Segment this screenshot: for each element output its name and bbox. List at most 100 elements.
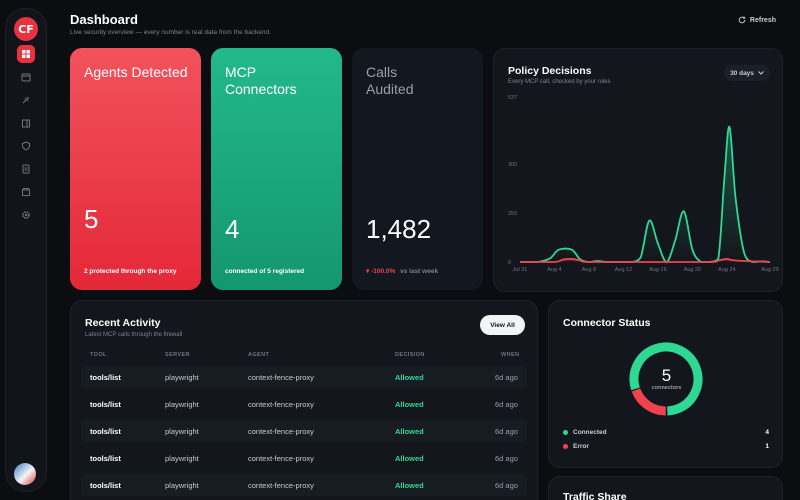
connector-donut-chart [629,342,703,416]
sidebar-item-gear[interactable] [17,206,35,224]
cell-decision: Allowed [395,481,424,490]
x-tick-label: Jul 31 [513,267,528,273]
connected-dot [563,429,568,435]
legend-error-label: Error [573,443,589,450]
cell-agent: context-fence-proxy [248,400,314,409]
app-logo[interactable]: CF [14,17,38,41]
cell-server: playwright [165,373,199,382]
recent-activity-panel: Recent Activity Latest MCP calls through… [70,300,538,500]
table-row[interactable]: tools/list playwright context-fence-proxy A… [81,366,527,388]
cell-decision: Allowed [395,454,424,463]
recent-activity-title: Recent Activity [85,317,161,329]
table-row[interactable]: tools/list playwright context-fence-proxy A… [81,474,527,496]
agents-detected-foot: 2 protected through the proxy [84,268,177,275]
mcp-connectors-value: 4 [225,214,240,244]
sidebar-item-document[interactable] [17,160,35,178]
x-tick-label: Aug 20 [684,267,701,273]
page-subtitle: Live security overview — every number is… [70,29,271,36]
sidebar-item-book[interactable] [17,114,35,132]
cell-tool: tools/list [90,427,121,436]
x-tick-label: Aug 12 [615,267,632,273]
trend-down-icon: ▾ [366,268,370,275]
cell-server: playwright [165,427,199,436]
cell-decision: Allowed [395,427,424,436]
cell-when: 6d ago [495,373,518,382]
policy-decisions-title: Policy Decisions [508,65,592,77]
refresh-button[interactable]: Refresh [738,16,776,24]
grid-icon [22,50,30,58]
legend-error: Error 1 [563,443,769,450]
refresh-label: Refresh [749,16,776,24]
calls-audited-value: 1,482 [366,214,432,244]
cell-tool: tools/list [90,400,121,409]
policy-decisions-panel: Policy Decisions Every MCP call, checked… [493,48,783,292]
legend-connected-count: 4 [765,429,769,436]
recent-activity-subtitle: Latest MCP calls through the firewall [85,332,183,338]
column-header-when: WHEN [501,352,520,358]
calls-audited-card[interactable]: Calls Audited 1,482 ▾ -100.0% vs last we… [352,48,483,290]
y-tick-label: 537 [508,95,517,101]
cell-decision: Allowed [395,400,424,409]
table-row[interactable]: tools/list playwright context-fence-proxy A… [81,447,527,469]
x-tick-label: Aug 4 [547,267,561,273]
refresh-icon [738,16,746,24]
cell-agent: context-fence-proxy [248,481,314,490]
cell-server: playwright [165,400,199,409]
cell-agent: context-fence-proxy [248,454,314,463]
legend-error-count: 1 [765,443,769,450]
policy-decisions-subtitle: Every MCP call, checked by your rules [508,79,611,85]
y-tick-label: 300 [508,162,517,168]
column-header-server: SERVER [165,352,190,358]
avatar[interactable] [14,463,36,485]
column-header-tool: TOOL [90,352,107,358]
cell-tool: tools/list [90,373,121,382]
error-dot [563,443,568,449]
mcp-connectors-title: MCP Connectors [225,64,297,97]
range-select[interactable]: 30 days [724,65,770,81]
x-tick-label: Aug 29 [761,267,778,273]
view-all-button[interactable]: View All [480,315,525,335]
connector-status-panel: Connector Status 5 connectors Connected … [548,300,783,468]
y-tick-label: 250 [508,211,517,217]
range-select-label: 30 days [730,69,754,77]
mcp-connectors-foot: connected of 5 registered [225,268,305,275]
legend-connected-label: Connected [573,429,607,436]
gear-icon [22,211,30,219]
cell-agent: context-fence-proxy [248,373,314,382]
table-row[interactable]: tools/list playwright context-fence-proxy A… [81,420,527,442]
cell-decision: Allowed [395,373,424,382]
plug-icon [22,96,30,104]
column-header-agent: AGENT [248,352,270,358]
calls-audited-title: Calls Audited [366,64,414,97]
calls-delta-suffix: vs last week [400,268,439,275]
sidebar-item-calendar[interactable] [17,68,35,86]
agents-detected-value: 5 [84,204,99,234]
traffic-share-panel: Traffic Share [548,476,783,500]
x-tick-label: Aug 16 [649,267,666,273]
page-title: Dashboard [70,12,138,27]
calls-delta: -100.0% [371,268,396,275]
cell-tool: tools/list [90,454,121,463]
cell-when: 6d ago [495,400,518,409]
legend-connected: Connected 4 [563,429,769,436]
cell-server: playwright [165,481,199,490]
sidebar-item-store[interactable] [17,183,35,201]
calendar-icon [21,73,31,82]
agents-detected-title: Agents Detected [84,64,188,80]
mcp-connectors-card[interactable]: MCP Connectors 4 connected of 5 register… [211,48,342,290]
connector-status-title: Connector Status [563,317,651,329]
cell-agent: context-fence-proxy [248,427,314,436]
x-tick-label: Aug 8 [582,267,596,273]
sidebar-item-plug[interactable] [17,91,35,109]
table-row[interactable]: tools/list playwright context-fence-proxy A… [81,393,527,415]
cell-when: 6d ago [495,427,518,436]
chevron-down-icon [758,71,764,75]
agents-detected-card[interactable]: Agents Detected 5 2 protected through th… [70,48,201,290]
sidebar-item-grid[interactable] [17,45,35,63]
series-line-blocked [520,257,771,263]
sidebar-item-shield[interactable] [17,137,35,155]
cell-when: 6d ago [495,481,518,490]
series-line-allowed [520,125,771,263]
traffic-share-title: Traffic Share [563,491,627,500]
